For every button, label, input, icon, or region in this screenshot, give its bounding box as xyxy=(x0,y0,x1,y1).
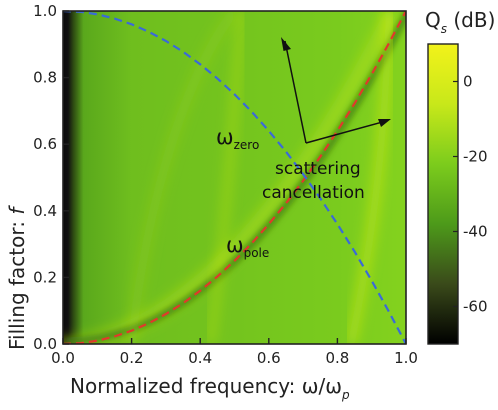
colorbar-tick-label: -40 xyxy=(463,223,488,241)
series-omega-pole-line xyxy=(63,11,406,344)
y-axis-ticks: 0.0 0.2 0.4 0.6 0.8 1.0 xyxy=(33,2,69,353)
colorbar-tick-label: 0 xyxy=(463,73,473,91)
omega-pole-label: ωpole xyxy=(226,233,269,260)
x-tick-label: 0.0 xyxy=(51,349,75,367)
y-tick-label: 0.4 xyxy=(33,202,57,220)
colorbar-ticks: 0 -20 -40 -60 xyxy=(453,73,488,316)
x-tick-label: 0.4 xyxy=(188,349,212,367)
y-tick-label: 0.8 xyxy=(33,69,57,87)
plot-frame xyxy=(62,10,407,345)
curves xyxy=(63,11,406,344)
y-tick-label: 0.2 xyxy=(33,268,57,286)
light-ridge-3 xyxy=(346,11,394,344)
annotation-line2: cancellation xyxy=(262,183,365,203)
annotation-line1: scattering xyxy=(275,159,361,179)
x-tick-label: 0.8 xyxy=(325,349,349,367)
x-tick-label: 1.0 xyxy=(394,349,418,367)
light-ridge-4 xyxy=(126,11,239,344)
x-axis-label: Normalized frequency: ω/ωp xyxy=(70,374,350,402)
colorbar-tick-label: -20 xyxy=(463,148,488,166)
colorbar-tick-label: -60 xyxy=(463,298,488,316)
y-tick-label: 0.0 xyxy=(33,335,57,353)
x-tick-label: 0.6 xyxy=(257,349,281,367)
colorbar xyxy=(427,43,459,345)
colorbar-title: Qs (dB) xyxy=(425,8,495,36)
series-omega-zero-line xyxy=(63,11,406,344)
y-tick-label: 1.0 xyxy=(33,2,57,20)
x-tick-label: 0.2 xyxy=(120,349,144,367)
scattering-cancellation-arrows xyxy=(281,37,391,144)
y-tick-label: 0.6 xyxy=(33,135,57,153)
omega-zero-label: ωzero xyxy=(216,125,259,152)
x-axis-ticks: 0.0 0.2 0.4 0.6 0.8 1.0 xyxy=(51,338,418,367)
y-axis-label: Filling factor: f xyxy=(5,205,29,350)
light-ridge-2 xyxy=(206,11,246,344)
